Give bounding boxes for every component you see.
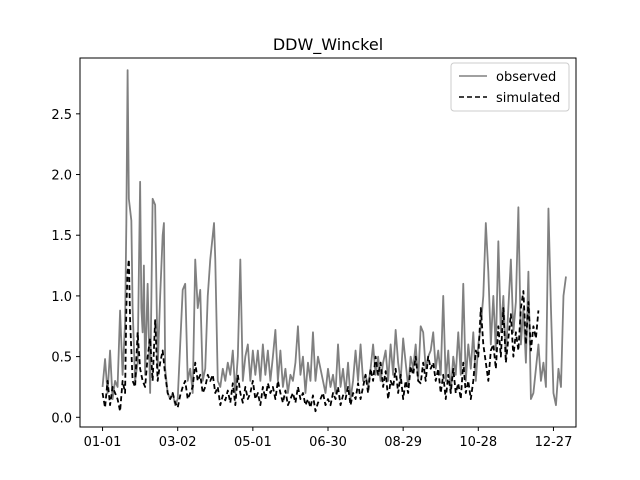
y-tick-label: 1.5 [51, 229, 72, 244]
legend-box [450, 62, 570, 112]
x-tick-label: 05-01 [234, 435, 272, 450]
x-tick-label: 01-01 [84, 435, 122, 450]
x-tick-label: 03-02 [159, 435, 197, 450]
series-line-simulated [101, 258, 540, 413]
legend: observed simulated [450, 62, 570, 112]
x-tick-label: 10-28 [459, 435, 497, 450]
legend-observed-label: observed [496, 70, 556, 85]
x-tick-label: 06-30 [309, 435, 347, 450]
x-tick-label: 08-29 [384, 435, 422, 450]
y-tick-label: 2.5 [51, 108, 72, 123]
x-tick-label: 12-27 [535, 435, 573, 450]
y-tick-label: 2.0 [51, 169, 72, 184]
legend-simulated-label: simulated [496, 91, 560, 106]
y-tick-label: 1.0 [51, 290, 72, 305]
axes-layer: 01-01 03-02 05-01 06-30 08-29 10-28 12-27 0.0 0.… [51, 57, 577, 450]
chart-title: DDW_Winckel [273, 35, 383, 55]
series-layer [101, 69, 567, 413]
y-tick-label: 0.5 [51, 351, 72, 366]
y-tick-label: 0.0 [51, 411, 72, 426]
